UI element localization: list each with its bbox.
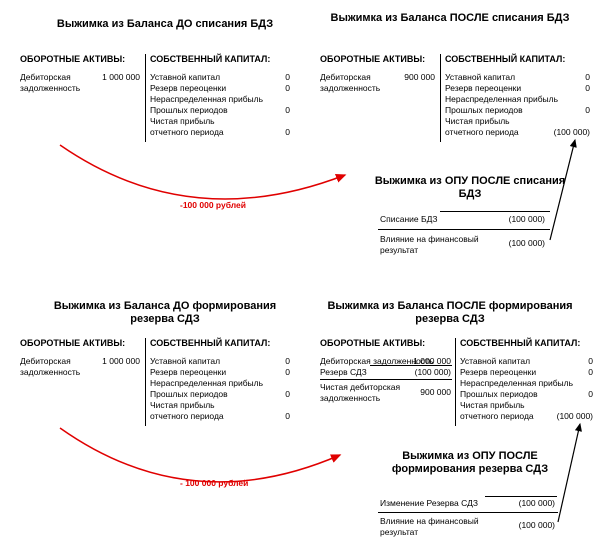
- ul: [370, 365, 452, 366]
- before-asset-value-bot: 1 000 000: [90, 356, 140, 366]
- a-val: 900 000: [403, 387, 451, 397]
- eq-row: Уставной капитал: [150, 72, 220, 83]
- eq-row: Резерв переоценки: [150, 83, 226, 94]
- opu-title-top: Выжимка из ОПУ ПОСЛЕ списания БДЗ: [370, 175, 570, 201]
- eq-val: 0: [250, 367, 290, 377]
- before-asset-label-bot: Дебиторская задолженность: [20, 356, 92, 377]
- eq-row: Чистая прибыль: [460, 400, 525, 411]
- eq-val: 0: [250, 127, 290, 137]
- opu-line1-label-bot: Изменение Резерва СДЗ: [380, 498, 478, 509]
- eq-row: Прошлых периодов: [445, 105, 523, 116]
- eq-val: 0: [250, 105, 290, 115]
- divider-before-top: [145, 54, 146, 142]
- title-after-bot: Выжимка из Баланса ПОСЛЕ формирования ре…: [320, 300, 580, 326]
- opu-line1-val-bot: (100 000): [500, 498, 555, 508]
- before-asset-value-top: 1 000 000: [90, 72, 140, 82]
- ul: [440, 211, 550, 212]
- after-asset-label-top: Дебиторская задолженность: [320, 72, 392, 93]
- eq-row: Чистая прибыль: [150, 400, 215, 411]
- eq-row: Нераспределенная прибыль: [150, 94, 263, 105]
- eq-val: (100 000): [545, 127, 590, 137]
- eq-val: 0: [250, 356, 290, 366]
- eq-row: отчетного периода: [150, 411, 224, 422]
- opu-line1-val-top: (100 000): [490, 214, 545, 224]
- eq-row: Уставной капитал: [460, 356, 530, 367]
- before-equity-hdr-top: СОБСТВЕННЫЙ КАПИТАЛ:: [150, 54, 270, 64]
- a-row: Чистая дебиторская задолженность: [320, 382, 405, 403]
- divider-after-bot: [455, 338, 456, 426]
- after-equity-hdr-bot: СОБСТВЕННЫЙ КАПИТАЛ:: [460, 338, 580, 348]
- eq-val: 0: [548, 389, 593, 399]
- eq-row: Прошлых периодов: [460, 389, 538, 400]
- after-assets-hdr-top: ОБОРОТНЫЕ АКТИВЫ:: [320, 54, 425, 64]
- eq-row: Прошлых периодов: [150, 389, 228, 400]
- a-val: (100 000): [403, 367, 451, 377]
- before-assets-hdr-top: ОБОРОТНЫЕ АКТИВЫ:: [20, 54, 125, 64]
- opu-line2-label-bot: Влияние на финансовый результат: [380, 516, 490, 537]
- eq-row: Чистая прибыль: [150, 116, 215, 127]
- eq-val: 0: [250, 72, 290, 82]
- eq-row: Уставной капитал: [150, 356, 220, 367]
- eq-row: Резерв переоценки: [460, 367, 536, 378]
- eq-val: (100 000): [548, 411, 593, 421]
- eq-val: 0: [548, 356, 593, 366]
- opu-line2-val-top: (100 000): [490, 238, 545, 248]
- before-equity-hdr-bot: СОБСТВЕННЫЙ КАПИТАЛ:: [150, 338, 270, 348]
- eq-row: Резерв переоценки: [150, 367, 226, 378]
- a-row: Резерв СДЗ: [320, 367, 367, 378]
- ul: [485, 496, 557, 497]
- eq-row: отчетного периода: [460, 411, 534, 422]
- eq-val: 0: [250, 411, 290, 421]
- ul: [378, 512, 558, 513]
- opu-line1-label-top: Списание БДЗ: [380, 214, 437, 225]
- ul: [320, 379, 452, 380]
- flow-label-top: -100 000 рублей: [180, 200, 246, 211]
- after-equity-hdr-top: СОБСТВЕННЫЙ КАПИТАЛ:: [445, 54, 565, 64]
- eq-row: Прошлых периодов: [150, 105, 228, 116]
- eq-val: 0: [250, 389, 290, 399]
- opu-line2-label-top: Влияние на финансовый результат: [380, 234, 490, 255]
- title-after-top: Выжимка из Баланса ПОСЛЕ списания БДЗ: [330, 12, 570, 25]
- before-assets-hdr-bot: ОБОРОТНЫЕ АКТИВЫ:: [20, 338, 125, 348]
- before-asset-label-top: Дебиторская задолженность: [20, 72, 92, 93]
- eq-row: Уставной капитал: [445, 72, 515, 83]
- eq-val: 0: [545, 105, 590, 115]
- eq-row: Нераспределенная прибыль: [150, 378, 263, 389]
- divider-before-bot: [145, 338, 146, 426]
- flow-label-bot: - 100 000 рублей: [180, 478, 248, 489]
- eq-row: отчетного периода: [445, 127, 519, 138]
- diagram-canvas: Выжимка из Баланса ДО списания БДЗ Выжим…: [0, 0, 600, 556]
- eq-row: Резерв переоценки: [445, 83, 521, 94]
- opu-line2-val-bot: (100 000): [500, 520, 555, 530]
- divider-after-top: [440, 54, 441, 142]
- eq-row: Нераспределенная прибыль: [445, 94, 558, 105]
- eq-val: 0: [545, 72, 590, 82]
- title-before-bot: Выжимка из Баланса ДО формирования резер…: [45, 300, 285, 326]
- after-asset-value-top: 900 000: [385, 72, 435, 82]
- after-assets-hdr-bot: ОБОРОТНЫЕ АКТИВЫ:: [320, 338, 425, 348]
- eq-val: 0: [250, 83, 290, 93]
- eq-val: 0: [548, 367, 593, 377]
- eq-row: отчетного периода: [150, 127, 224, 138]
- opu-title-bot: Выжимка из ОПУ ПОСЛЕ формирования резерв…: [360, 450, 580, 476]
- eq-row: Чистая прибыль: [445, 116, 510, 127]
- ul: [378, 229, 550, 230]
- eq-val: 0: [545, 83, 590, 93]
- title-before-top: Выжимка из Баланса ДО списания БДЗ: [55, 18, 275, 31]
- eq-row: Нераспределенная прибыль: [460, 378, 573, 389]
